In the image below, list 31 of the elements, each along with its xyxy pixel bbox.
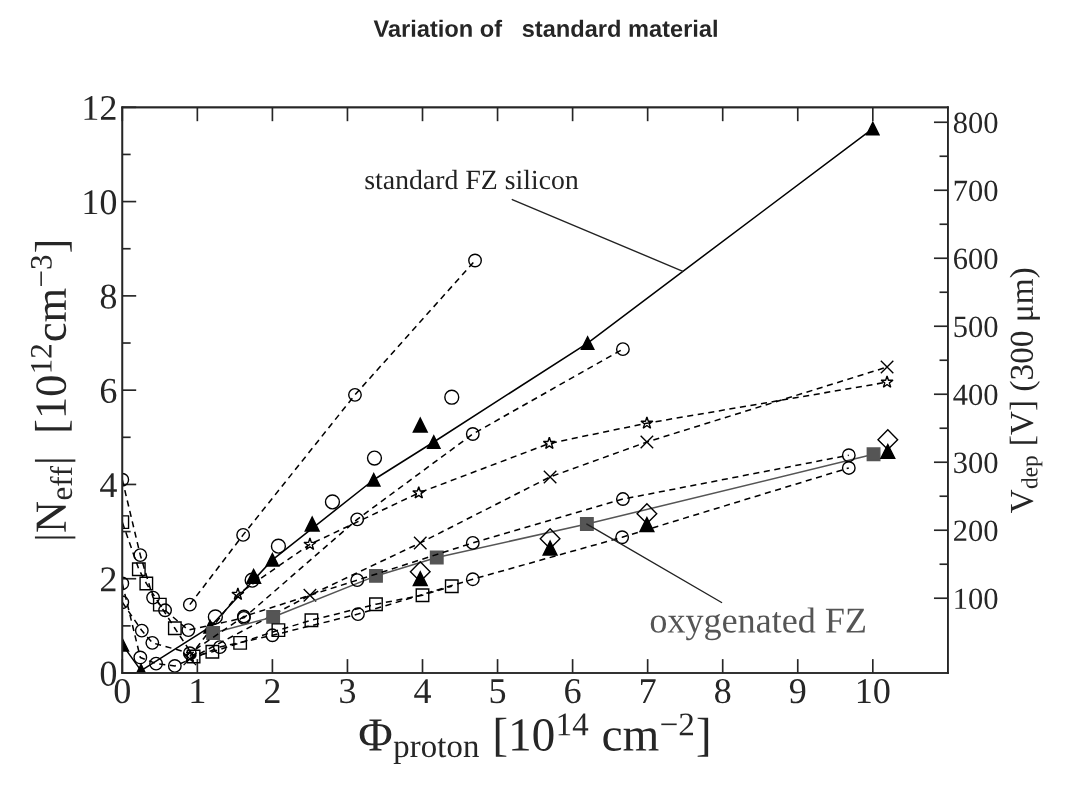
x-tick-label: 5: [490, 679, 506, 704]
y2-tick-label: 800: [953, 112, 998, 134]
y2-tick-label: 400: [953, 384, 998, 406]
x-axis-title: Φ$_{proton}$ [10$^{14}$ cm$^{−2}$]: [359, 713, 709, 765]
y2-tick-label: 300: [954, 452, 998, 474]
x-tick-label: 4: [414, 679, 431, 703]
x-tick-label: 7: [641, 679, 656, 703]
y2-tick-label: 100: [955, 588, 998, 610]
x-tick-label: 3: [340, 679, 356, 704]
y-tick-label: 6: [100, 378, 117, 404]
y-tick-label: 10: [84, 190, 117, 215]
y2-tick-label: 600: [954, 248, 998, 270]
y2-tick-label: 500: [954, 316, 998, 338]
x-tick-label: 6: [565, 679, 581, 704]
y-tick-label: 4: [100, 473, 117, 497]
x-tick-label: 10: [857, 678, 890, 704]
x-tick-label: 1: [191, 679, 205, 703]
chart-title: Variation of standard material: [373, 19, 717, 38]
y-tick-label: 2: [100, 567, 116, 592]
x-tick-label: 9: [789, 679, 806, 704]
x-tick-label: 8: [715, 678, 731, 704]
y-tick-label: 8: [100, 284, 117, 309]
y2-tick-label: 700: [954, 180, 998, 202]
y-tick-label: 12: [84, 95, 116, 120]
y-axis-title: |N$_{eff}$| [10$^{12}$cm$^{−3}$]: [30, 241, 76, 539]
y2-axis-title: V$_{dep}$ [V] (300 μm): [1009, 268, 1043, 513]
y-tick-label: 0: [100, 661, 117, 686]
annotation: oxygenated FZ: [650, 607, 866, 641]
x-tick-label: 2: [264, 679, 280, 703]
annotation: standard FZ silicon: [365, 169, 579, 190]
y2-tick-label: 200: [954, 520, 998, 542]
